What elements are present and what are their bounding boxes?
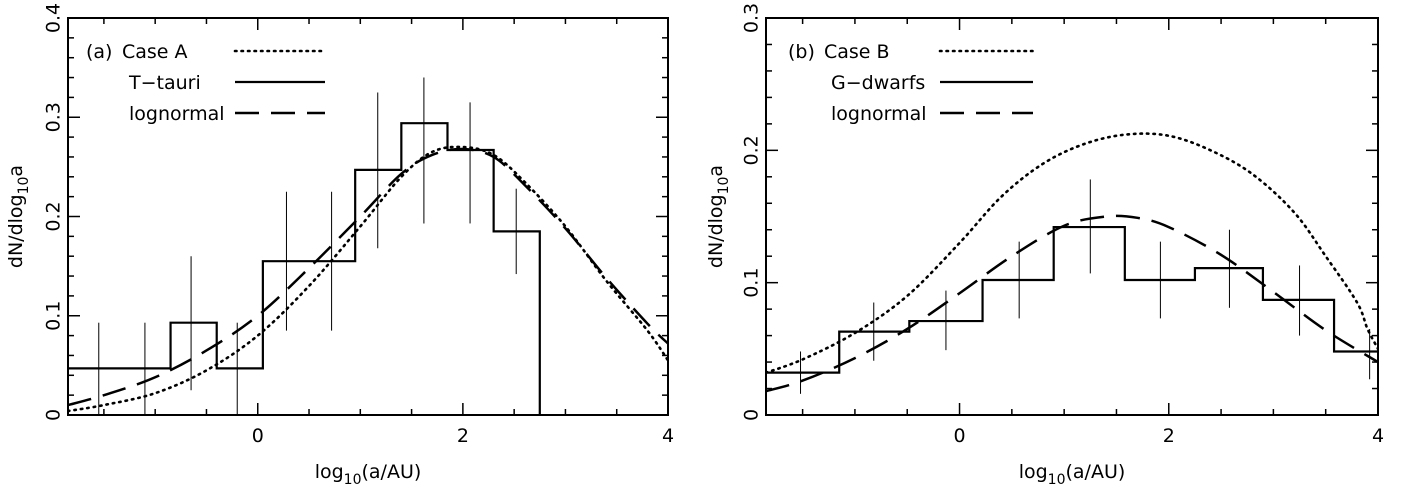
y-axis-label-part: dN/dlog <box>705 194 727 268</box>
x-axis-label-subscript: 10 <box>344 472 362 488</box>
x-tick-label: 4 <box>662 425 674 447</box>
y-tick-label: 0.2 <box>43 201 65 231</box>
y-tick-label: 0.3 <box>741 3 763 33</box>
legend-label: Case A <box>122 41 188 63</box>
panel-label: (b) <box>788 41 815 63</box>
y-tick-label: 0.1 <box>43 301 65 331</box>
x-axis-label-subscript: 10 <box>1048 472 1066 488</box>
y-tick-label: 0.4 <box>43 3 65 33</box>
x-axis-label: log10(a/AU) <box>1019 461 1126 488</box>
legend-label: lognormal <box>129 103 225 125</box>
x-axis-label: log10(a/AU) <box>315 461 422 488</box>
y-tick-label: 0.3 <box>43 102 65 132</box>
histogram-steps <box>766 225 1378 374</box>
x-tick-label: 0 <box>252 425 264 447</box>
x-axis-label-part: (a/AU) <box>1066 461 1126 483</box>
x-tick-label: 0 <box>953 425 965 447</box>
y-tick-label: 0 <box>741 409 763 421</box>
legend-label: Case B <box>824 41 890 63</box>
y-axis-label-part: a <box>705 165 727 177</box>
legend-label: T−tauri <box>128 72 201 94</box>
x-axis-label-part: (a/AU) <box>362 461 422 483</box>
series-case-a-line <box>68 145 668 413</box>
y-tick-label: 0 <box>43 409 65 421</box>
y-tick-label: 0.2 <box>741 135 763 165</box>
legend-label: G−dwarfs <box>831 72 925 94</box>
series-case-b-line <box>766 132 1378 374</box>
panel-label: (a) <box>86 41 112 63</box>
series-lognormal-line <box>766 214 1378 393</box>
x-tick-label: 2 <box>457 425 469 447</box>
y-axis-label-part: a <box>5 165 27 177</box>
y-tick-label: 0.1 <box>741 268 763 298</box>
y-axis-label-subscript: 10 <box>16 177 32 195</box>
x-axis-label-part: log <box>1019 461 1048 483</box>
y-axis-label-part: dN/dlog <box>5 194 27 268</box>
y-axis-label-subscript: 10 <box>716 177 732 195</box>
chart-panel-a: 0 2 400.10.20.30.4log10(a/AU)dN/dlog10a(a)… <box>5 3 674 488</box>
histogram-steps <box>68 122 541 415</box>
plot-frame <box>765 17 1379 416</box>
series-lognormal-line <box>68 147 668 407</box>
y-axis-label: dN/dlog10a <box>5 165 32 268</box>
y-axis-label: dN/dlog10a <box>705 165 732 268</box>
x-tick-label: 4 <box>1372 425 1384 447</box>
legend-label: lognormal <box>831 103 927 125</box>
x-tick-label: 2 <box>1163 425 1175 447</box>
x-axis-label-part: log <box>315 461 344 483</box>
